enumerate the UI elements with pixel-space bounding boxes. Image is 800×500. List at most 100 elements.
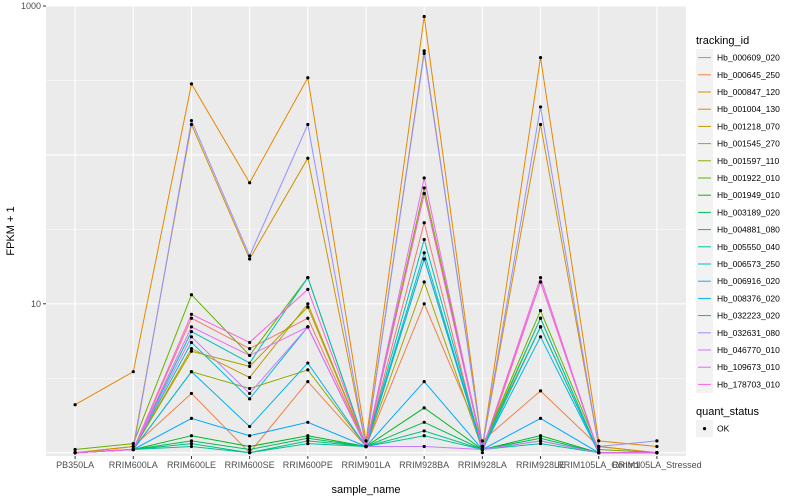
data-point [73, 403, 77, 407]
legend-item-label: Hb_006573_250 [717, 259, 780, 269]
data-point [248, 361, 252, 365]
data-point [248, 181, 252, 185]
legend-item-label: Hb_008376_020 [717, 293, 780, 303]
data-point [422, 429, 426, 433]
data-point [538, 389, 543, 393]
data-point [248, 375, 252, 380]
data-point [189, 82, 194, 86]
data-point [538, 275, 543, 280]
x-axis: PB350LA RRIM600LA RRIM600LE RRIM600SE RRIM60… [56, 456, 702, 470]
x-tick-label: RRIM600LA [109, 460, 158, 470]
data-point [248, 340, 252, 345]
data-point [538, 439, 543, 443]
legend-item-label: Hb_003189_020 [717, 207, 780, 217]
data-point [480, 439, 484, 443]
data-point [422, 380, 426, 384]
data-point [189, 444, 194, 449]
data-point [189, 442, 194, 446]
data-point [422, 444, 426, 449]
y-tick-label: 10 [31, 299, 41, 309]
data-point [306, 76, 310, 80]
x-tick-label: RRIM600SE [225, 460, 275, 470]
legend-item-label: Hb_032631_080 [717, 328, 780, 338]
data-point [422, 14, 426, 19]
data-point [422, 280, 426, 284]
data-point [538, 442, 543, 446]
data-point [306, 420, 310, 424]
data-point [189, 316, 194, 320]
legend-item-label: Hb_001545_270 [717, 139, 780, 149]
data-point [189, 325, 194, 329]
data-point [480, 451, 484, 455]
data-point [189, 439, 194, 443]
legend-item-label: Hb_001004_130 [717, 104, 780, 114]
data-point [248, 353, 252, 358]
data-point [422, 176, 426, 180]
x-tick-label: RRIM901LA [341, 460, 390, 470]
data-point [306, 316, 310, 320]
legend-item-label: Hb_006916_020 [717, 276, 780, 286]
shape-legend-items: OK [696, 420, 730, 438]
data-point [538, 309, 543, 313]
x-axis-title: sample_name [331, 484, 400, 496]
data-point [248, 391, 252, 396]
data-point [306, 439, 310, 443]
x-tick-label: RRIM600PE [283, 460, 333, 470]
data-point [73, 447, 77, 452]
data-point [422, 49, 426, 53]
legend-item-label: Hb_178703_010 [717, 379, 780, 389]
data-point [422, 406, 426, 410]
data-point [248, 444, 252, 449]
x-tick-label: RRIM928LA [458, 460, 507, 470]
data-point [538, 335, 543, 339]
data-point [131, 444, 135, 449]
data-point [538, 280, 543, 284]
data-point [306, 442, 310, 446]
x-tick-label: PB350LA [56, 460, 94, 470]
legend-item-label: Hb_001949_010 [717, 190, 780, 200]
data-point [189, 391, 194, 396]
x-tick-label: RRIM105LA_Stressed [612, 460, 702, 470]
data-point [248, 397, 252, 401]
legend-title: tracking_id [696, 35, 749, 47]
data-point [131, 442, 135, 446]
data-point [248, 424, 252, 429]
data-point [422, 221, 426, 225]
data-point [538, 434, 543, 438]
legend-item-label: Hb_001922_010 [717, 173, 780, 183]
data-point [597, 444, 601, 449]
data-point [597, 451, 601, 455]
legend-item-label: Hb_000609_020 [717, 53, 780, 63]
data-point [189, 416, 194, 420]
data-point [189, 330, 194, 334]
data-point [248, 451, 252, 455]
data-point [538, 105, 543, 109]
data-point [131, 447, 135, 452]
legend-items: Hb_000609_020 Hb_000645_250 Hb_000847_120 H… [696, 49, 780, 393]
x-tick-label: RRIM105LA_Control [557, 460, 640, 470]
data-point [422, 302, 426, 306]
data-point [538, 436, 543, 440]
legend-item-label: Hb_046770_010 [717, 345, 780, 355]
data-point [364, 439, 368, 443]
data-point [248, 386, 252, 391]
data-point [422, 191, 426, 196]
data-point [189, 118, 194, 123]
y-axis: 10 1000 [21, 1, 46, 309]
data-point [422, 251, 426, 255]
y-axis-title: FPKM + 1 [5, 206, 17, 255]
data-point [538, 316, 543, 320]
shape-legend-label: OK [717, 424, 730, 434]
data-point [306, 156, 310, 160]
data-point [422, 434, 426, 438]
data-point [189, 293, 194, 297]
data-point [538, 325, 543, 329]
data-point [306, 325, 310, 329]
x-tick-label: RRIM600LE [167, 460, 216, 470]
x-tick-label: RRIM928LE [516, 460, 565, 470]
data-point [189, 122, 194, 127]
data-point [131, 370, 135, 374]
data-point [538, 56, 543, 60]
data-point [189, 347, 194, 351]
